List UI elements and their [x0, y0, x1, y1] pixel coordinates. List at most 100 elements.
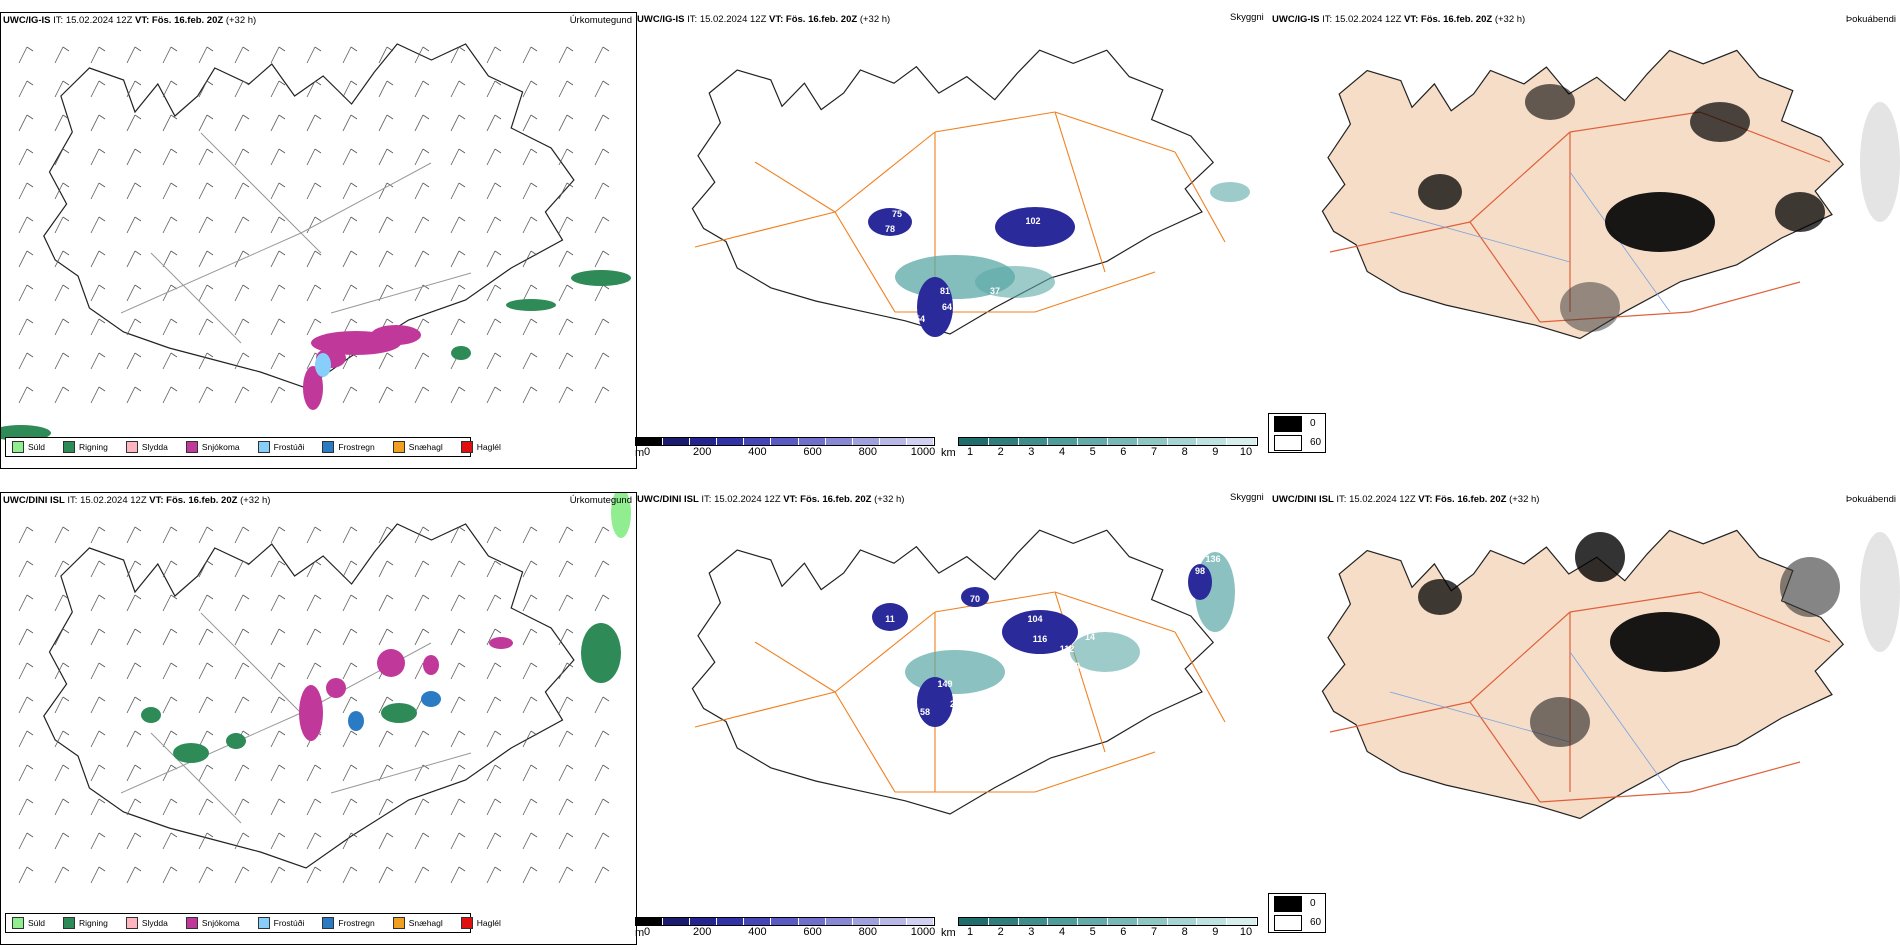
- wind-barb: [558, 114, 574, 132]
- cloudbase-value-label: 116: [1033, 634, 1048, 644]
- wind-barb: [270, 560, 286, 578]
- precip-type-panel-top: UWC/IG-IS IT: 15.02.2024 12Z VT: Fös. 16…: [0, 12, 637, 469]
- scale-cell: [1078, 918, 1108, 925]
- wind-barb: [594, 318, 610, 336]
- wind-barb: [18, 696, 34, 714]
- scale-cell: [1107, 918, 1138, 925]
- scale-cell: [825, 438, 853, 445]
- wind-barb: [90, 560, 106, 578]
- fog-area: [1780, 557, 1840, 617]
- road-line: [150, 252, 242, 344]
- scale-label: 8: [1181, 926, 1188, 938]
- wind-barb: [18, 386, 34, 404]
- road-line: [1054, 111, 1176, 153]
- scale-label: 4: [1058, 926, 1066, 938]
- legend-label: Frostregn: [338, 442, 375, 452]
- visibility-panel-top: 75 78 7 102 11 81 64 54 37 20 UWC/IG-IS IT: 15.02…: [635, 12, 1270, 467]
- wind-barb: [558, 662, 574, 680]
- rain-area: [506, 299, 556, 311]
- precip-type-panel-bottom: UWC/DINI ISL IT: 15.02.2024 12Z VT: Fös.…: [0, 492, 637, 945]
- wind-barb: [558, 526, 574, 544]
- cloudbase-unit: m: [635, 927, 645, 939]
- scale-label: 5: [1089, 926, 1096, 938]
- panel-title: UWC/DINI ISL IT: 15.02.2024 12Z VT: Fös.…: [1272, 494, 1540, 505]
- scale-cell: [879, 918, 907, 925]
- snow-area: [299, 685, 323, 741]
- wind-barb: [18, 764, 34, 782]
- wind-barb: [198, 216, 214, 234]
- legend-label: Rigning: [79, 442, 108, 452]
- wind-barb: [522, 216, 538, 234]
- precip-legend-item: Rigning: [57, 917, 108, 929]
- low-cloud-area: [917, 677, 953, 727]
- wind-barb: [414, 866, 430, 884]
- wind-barb: [558, 386, 574, 404]
- wind-barb: [522, 80, 538, 98]
- wind-barb: [414, 798, 430, 816]
- wind-barb: [486, 628, 502, 646]
- wind-barb: [18, 662, 34, 680]
- wind-barb: [18, 560, 34, 578]
- wind-barb: [414, 628, 430, 646]
- legend-swatch: [460, 441, 473, 453]
- wind-barb: [198, 526, 214, 544]
- road-line: [1329, 701, 1471, 733]
- cloudbase-value-label: 7: [964, 199, 969, 209]
- precip-legend-item: Snæhagl: [387, 917, 443, 929]
- wind-barb: [594, 560, 610, 578]
- panel-tag-fog: Þokuábendi: [1845, 14, 1896, 25]
- wind-barb: [18, 832, 34, 850]
- wind-barb: [342, 284, 358, 302]
- wind-barb: [162, 798, 178, 816]
- panel-title: UWC/DINI ISL IT: 15.02.2024 12Z VT: Fös.…: [3, 495, 271, 506]
- wind-barb: [342, 182, 358, 200]
- wind-barb: [450, 560, 466, 578]
- wind-barb: [162, 526, 178, 544]
- wind-barb: [342, 764, 358, 782]
- wind-barb: [342, 594, 358, 612]
- wind-barb: [234, 386, 250, 404]
- scale-cell: [1078, 438, 1108, 445]
- snow-area: [377, 649, 405, 677]
- scale-cell: [771, 918, 799, 925]
- wind-barb: [414, 526, 430, 544]
- wind-barb: [234, 628, 250, 646]
- wind-barb: [18, 730, 34, 748]
- wind-barb: [522, 352, 538, 370]
- scale-cell: [879, 438, 907, 445]
- wind-barb: [234, 594, 250, 612]
- wind-barb: [198, 832, 214, 850]
- wind-barb: [234, 80, 250, 98]
- wind-barb: [18, 798, 34, 816]
- fog-map-top: [1321, 49, 1900, 340]
- road-line: [694, 691, 836, 728]
- wind-barb: [486, 352, 502, 370]
- wind-barb: [342, 216, 358, 234]
- panel-title: UWC/IG-IS IT: 15.02.2024 12Z VT: Fös. 16…: [1272, 14, 1526, 25]
- wind-barb: [54, 284, 70, 302]
- wind-barb: [162, 216, 178, 234]
- wind-barb: [162, 662, 178, 680]
- wind-barb: [306, 46, 322, 64]
- road-line: [330, 272, 472, 314]
- wind-barb: [594, 182, 610, 200]
- wind-barb: [270, 628, 286, 646]
- scale-cell: [1107, 438, 1138, 445]
- river-line: [1389, 211, 1571, 263]
- snow-area: [371, 325, 421, 345]
- scale-cell: [690, 438, 718, 445]
- panel-title: UWC/IG-IS IT: 15.02.2024 12Z VT: Fös. 16…: [3, 15, 257, 26]
- wind-barb: [162, 628, 178, 646]
- scale-label: 6: [1120, 446, 1127, 458]
- freezing-rain-area: [348, 711, 364, 731]
- road-line: [754, 161, 836, 213]
- scale-label: 400: [748, 446, 767, 458]
- scale-cell: [771, 438, 799, 445]
- rain-area: [381, 703, 417, 723]
- wind-barb: [558, 832, 574, 850]
- wind-barb: [486, 798, 502, 816]
- fog-legend-row: 0: [1269, 894, 1325, 913]
- wind-barb: [198, 764, 214, 782]
- scale-label: 6: [1120, 926, 1127, 938]
- low-cloud-area: [917, 277, 953, 337]
